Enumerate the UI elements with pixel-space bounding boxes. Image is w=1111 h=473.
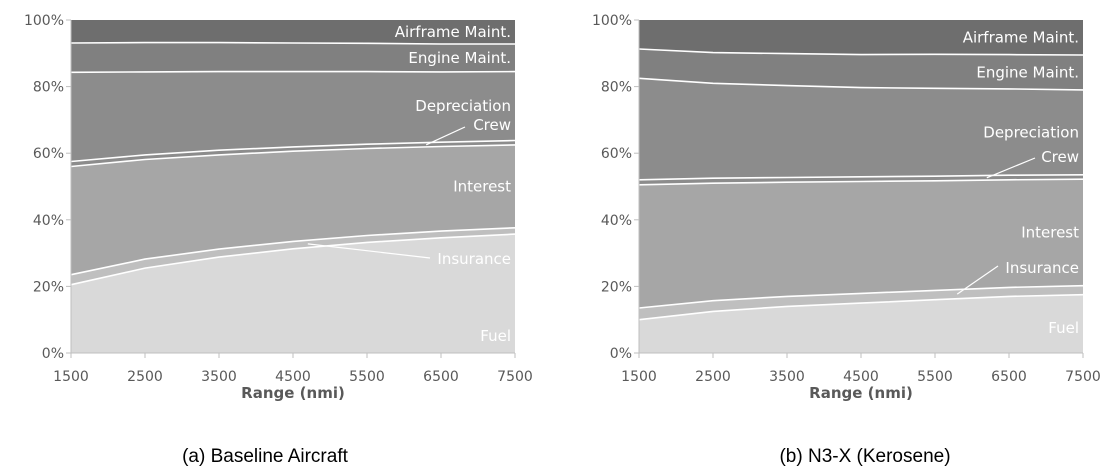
area-label-insurance: Insurance xyxy=(1005,259,1079,277)
area-fuel xyxy=(71,234,515,353)
chart-panel-baseline: 0% 20% 40% 60% 80% 100% 1500 2500 3500 4500 5500 65… xyxy=(24,13,533,467)
area-engine-maint xyxy=(639,49,1083,90)
x-tick-label: 2500 xyxy=(695,369,731,385)
x-tick-label: 5500 xyxy=(349,369,385,385)
y-tick-label: 40% xyxy=(33,213,64,229)
area-label-interest: Interest xyxy=(453,177,511,195)
area-depreciation xyxy=(639,78,1083,180)
area-label-insurance: Insurance xyxy=(437,250,511,268)
y-tick-label: 100% xyxy=(592,13,632,29)
area-airframe-maint xyxy=(639,20,1083,55)
x-tick-label: 4500 xyxy=(843,369,879,385)
area-airframe-maint xyxy=(71,20,515,44)
x-tick-label: 7500 xyxy=(1065,369,1101,385)
y-tick-label: 0% xyxy=(610,346,632,362)
area-label-fuel: Fuel xyxy=(1048,319,1079,337)
area-label-engine-maint: Engine Maint. xyxy=(408,49,511,67)
area-label-crew: Crew xyxy=(1041,148,1079,166)
x-tick-label: 4500 xyxy=(275,369,311,385)
x-tick-label: 1500 xyxy=(53,369,89,385)
x-tick-label: 6500 xyxy=(991,369,1027,385)
area-interest xyxy=(71,144,515,275)
area-label-engine-maint: Engine Maint. xyxy=(976,63,1079,81)
x-tick-label: 7500 xyxy=(497,369,533,385)
y-tick-label: 80% xyxy=(601,80,632,96)
area-label-airframe-maint: Airframe Maint. xyxy=(395,23,511,41)
leader-line-crew xyxy=(986,157,1036,179)
x-axis-title: Range (nmi) xyxy=(809,384,913,402)
chart-panel-n3x: 0% 20% 40% 60% 80% 100% 1500 2500 3500 4500 5500 65… xyxy=(592,13,1101,467)
x-tick-label: 3500 xyxy=(201,369,237,385)
y-tick-label: 40% xyxy=(601,213,632,229)
boundary-crew xyxy=(638,174,1084,181)
boundary-fuel xyxy=(70,233,516,286)
boundary-engine-maint xyxy=(638,48,1084,56)
y-tick-label: 0% xyxy=(42,346,64,362)
leader-line-crew xyxy=(425,126,466,146)
x-axis-title: Range (nmi) xyxy=(241,384,345,402)
boundary-interest xyxy=(70,144,516,168)
panel-caption: (b) N3-X (Kerosene) xyxy=(779,446,950,467)
y-tick-label: 20% xyxy=(601,279,632,295)
leader-line-insurance xyxy=(307,243,431,259)
y-tick-label: 20% xyxy=(33,279,64,295)
panel-caption: (a) Baseline Aircraft xyxy=(182,446,349,467)
boundary-fuel xyxy=(638,293,1084,321)
area-interest xyxy=(639,179,1083,308)
boundary-crew xyxy=(70,139,516,163)
y-tick-label: 60% xyxy=(33,146,64,162)
x-tick-label: 5500 xyxy=(917,369,953,385)
x-tick-label: 3500 xyxy=(769,369,805,385)
area-engine-maint xyxy=(71,42,515,73)
x-tick-label: 6500 xyxy=(423,369,459,385)
area-label-fuel: Fuel xyxy=(480,327,511,345)
y-tick-label: 60% xyxy=(601,146,632,162)
area-label-crew: Crew xyxy=(473,116,511,134)
leader-line-insurance xyxy=(956,265,999,295)
area-label-depreciation: Depreciation xyxy=(983,123,1079,141)
boundary-insurance xyxy=(70,227,516,276)
area-insurance xyxy=(71,227,515,285)
area-label-airframe-maint: Airframe Maint. xyxy=(963,28,1079,46)
area-depreciation xyxy=(71,71,515,162)
boundary-depreciation xyxy=(638,77,1084,91)
x-tick-label: 2500 xyxy=(127,369,163,385)
boundary-interest xyxy=(638,178,1084,186)
y-tick-label: 80% xyxy=(33,80,64,96)
boundary-insurance xyxy=(638,284,1084,309)
y-tick-label: 100% xyxy=(24,13,64,29)
boundary-engine-maint xyxy=(70,41,515,45)
x-tick-label: 1500 xyxy=(621,369,657,385)
boundary-depreciation xyxy=(70,70,516,74)
area-label-interest: Interest xyxy=(1021,223,1079,241)
area-label-depreciation: Depreciation xyxy=(415,97,511,115)
